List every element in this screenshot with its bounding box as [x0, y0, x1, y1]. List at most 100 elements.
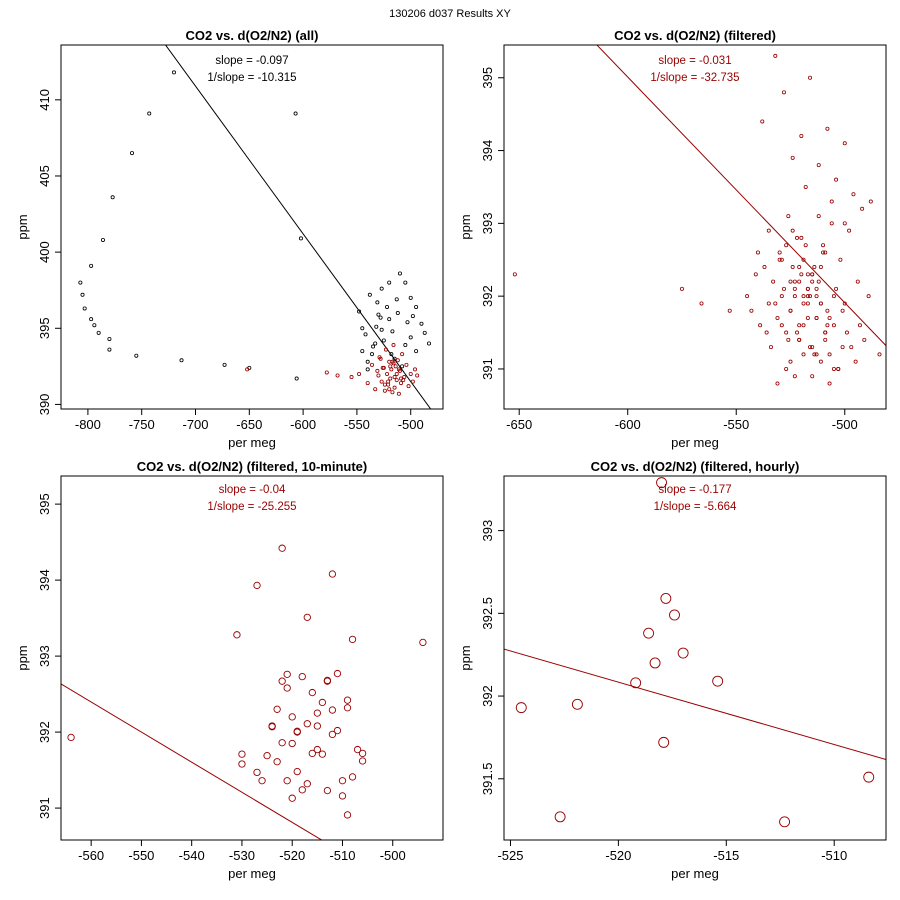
x-tick-label: -500	[832, 417, 858, 432]
data-point	[273, 705, 281, 713]
data-point	[810, 345, 815, 350]
data-point	[805, 294, 810, 299]
data-point	[283, 684, 291, 692]
data-point	[823, 330, 828, 335]
y-tick-label: 395	[37, 317, 52, 339]
data-point	[755, 250, 760, 255]
data-point	[371, 344, 376, 349]
data-point	[812, 265, 817, 270]
data-point	[387, 387, 392, 392]
data-point	[877, 352, 882, 357]
data-point	[847, 228, 852, 233]
data-point	[391, 361, 396, 366]
data-point	[515, 702, 527, 714]
data-point	[293, 767, 301, 776]
data-point	[283, 670, 291, 678]
inverse-slope-annotation: 1/slope = -32.735	[650, 72, 739, 84]
data-point	[67, 733, 75, 742]
data-point	[816, 214, 821, 219]
data-point	[868, 199, 873, 204]
data-point	[408, 335, 413, 340]
data-point	[749, 308, 754, 313]
y-axis-label: ppm	[15, 645, 30, 670]
data-point	[810, 272, 815, 277]
inverse-slope-annotation: 1/slope = -5.664	[654, 501, 737, 513]
data-point	[408, 295, 413, 300]
y-tick-label: 395	[37, 493, 52, 515]
data-point	[253, 768, 261, 777]
data-point	[699, 301, 704, 306]
data-point	[385, 371, 390, 376]
data-point	[328, 730, 337, 739]
x-tick-label: -550	[723, 417, 749, 432]
data-point	[367, 292, 372, 297]
data-point	[808, 75, 813, 80]
data-point	[357, 371, 362, 376]
data-point	[380, 365, 385, 370]
y-tick-label: 391.5	[480, 763, 495, 796]
data-point	[840, 345, 845, 350]
data-point	[810, 374, 815, 379]
data-point	[263, 751, 271, 760]
data-point	[805, 315, 810, 320]
y-axis-label: ppm	[458, 645, 473, 670]
data-point	[842, 141, 847, 146]
data-point	[630, 677, 642, 689]
data-point	[571, 698, 583, 710]
data-point	[294, 376, 299, 381]
data-point	[338, 792, 347, 800]
data-point	[773, 301, 778, 306]
data-point	[414, 304, 419, 309]
data-point	[801, 301, 806, 306]
slope-annotation: slope = -0.177	[658, 484, 731, 496]
y-tick-label: 393	[37, 645, 52, 667]
data-point	[790, 228, 795, 233]
data-point	[383, 347, 388, 352]
data-point	[805, 272, 810, 277]
data-point	[382, 388, 387, 393]
data-point	[727, 308, 732, 313]
data-point	[771, 279, 776, 284]
data-point	[376, 373, 381, 378]
data-point	[792, 279, 797, 284]
data-point	[134, 353, 139, 358]
data-point	[89, 263, 94, 268]
data-point	[818, 265, 823, 270]
data-point	[318, 750, 327, 758]
data-point	[773, 53, 778, 58]
x-tick-label: -525	[497, 848, 523, 863]
data-point	[768, 345, 773, 350]
data-point	[766, 301, 771, 306]
data-point	[293, 111, 298, 116]
data-point	[812, 352, 817, 357]
data-point	[836, 366, 841, 371]
chart-panel-all: CO2 vs. d(O2/N2) (all) slope = -0.097 1/sl…	[15, 28, 444, 450]
data-point	[866, 294, 871, 299]
data-point	[147, 111, 152, 116]
chart-title: CO2 vs. d(O2/N2) (filtered, hourly)	[591, 459, 800, 474]
data-point	[827, 352, 832, 357]
data-point	[357, 309, 362, 314]
y-tick-label: 394	[480, 140, 495, 162]
regression-line	[596, 45, 886, 346]
data-point	[679, 286, 684, 291]
data-point	[303, 720, 311, 728]
data-point	[814, 294, 819, 299]
data-point	[781, 286, 786, 291]
data-point	[233, 631, 241, 639]
data-point	[816, 279, 821, 284]
data-point	[179, 358, 184, 363]
series-10-minute	[67, 544, 427, 819]
y-tick-label: 393	[480, 520, 495, 542]
data-point	[381, 338, 386, 343]
chart-title: CO2 vs. d(O2/N2) (filtered)	[614, 28, 776, 43]
data-point	[419, 638, 427, 647]
y-tick-label: 405	[37, 165, 52, 187]
data-point	[825, 323, 830, 328]
data-point	[323, 676, 332, 685]
data-point	[762, 265, 767, 270]
data-point	[171, 70, 176, 75]
data-point	[829, 199, 834, 204]
